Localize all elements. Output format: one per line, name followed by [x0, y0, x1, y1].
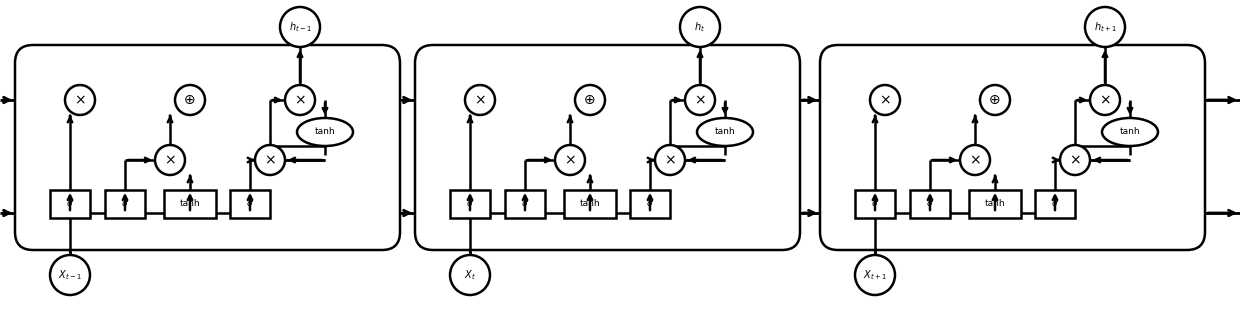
FancyBboxPatch shape	[15, 45, 401, 250]
Text: $\sigma$: $\sigma$	[870, 199, 879, 208]
Circle shape	[680, 7, 720, 47]
Circle shape	[50, 255, 91, 295]
Text: $\sigma$: $\sigma$	[246, 199, 254, 208]
FancyBboxPatch shape	[630, 190, 670, 218]
Text: ×: ×	[665, 153, 676, 167]
Circle shape	[280, 7, 320, 47]
Text: $\sigma$: $\sigma$	[122, 199, 129, 208]
FancyBboxPatch shape	[968, 190, 1021, 218]
Text: tanh: tanh	[180, 199, 201, 208]
Ellipse shape	[697, 118, 753, 146]
Text: ×: ×	[294, 93, 306, 107]
Ellipse shape	[1102, 118, 1158, 146]
Text: ⊕: ⊕	[185, 93, 196, 107]
FancyBboxPatch shape	[415, 45, 800, 250]
Circle shape	[285, 85, 315, 115]
Circle shape	[175, 85, 205, 115]
FancyBboxPatch shape	[450, 190, 490, 218]
Text: ×: ×	[164, 153, 176, 167]
Ellipse shape	[298, 118, 353, 146]
Text: tanh: tanh	[315, 127, 335, 136]
Text: $X_{t+1}$: $X_{t+1}$	[863, 268, 887, 282]
Circle shape	[960, 145, 990, 175]
FancyBboxPatch shape	[910, 190, 950, 218]
Circle shape	[1085, 7, 1125, 47]
Circle shape	[64, 85, 95, 115]
FancyBboxPatch shape	[229, 190, 270, 218]
Text: ×: ×	[74, 93, 86, 107]
Text: ×: ×	[264, 153, 275, 167]
Text: tanh: tanh	[714, 127, 735, 136]
Circle shape	[575, 85, 605, 115]
Text: $h_t$: $h_t$	[694, 20, 706, 34]
Text: ×: ×	[1069, 153, 1081, 167]
Text: ⊕: ⊕	[990, 93, 1001, 107]
Circle shape	[1090, 85, 1120, 115]
Text: $\sigma$: $\sigma$	[646, 199, 653, 208]
Text: ×: ×	[970, 153, 981, 167]
Text: $\sigma$: $\sigma$	[521, 199, 529, 208]
FancyBboxPatch shape	[505, 190, 546, 218]
Circle shape	[856, 255, 895, 295]
Circle shape	[655, 145, 684, 175]
Text: ×: ×	[1099, 93, 1111, 107]
FancyBboxPatch shape	[164, 190, 216, 218]
Text: $h_{t-1}$: $h_{t-1}$	[289, 20, 311, 34]
Circle shape	[980, 85, 1011, 115]
FancyBboxPatch shape	[1035, 190, 1075, 218]
Text: ×: ×	[474, 93, 486, 107]
Circle shape	[450, 255, 490, 295]
Text: $h_{t+1}$: $h_{t+1}$	[1094, 20, 1116, 34]
Text: $\sigma$: $\sigma$	[926, 199, 934, 208]
FancyBboxPatch shape	[105, 190, 145, 218]
Text: $X_{t-1}$: $X_{t-1}$	[58, 268, 82, 282]
Circle shape	[556, 145, 585, 175]
Text: $\sigma$: $\sigma$	[66, 199, 74, 208]
Text: tanh: tanh	[579, 199, 600, 208]
Circle shape	[1060, 145, 1090, 175]
Text: tanh: tanh	[985, 199, 1006, 208]
Text: ×: ×	[694, 93, 706, 107]
Circle shape	[684, 85, 715, 115]
FancyBboxPatch shape	[820, 45, 1205, 250]
Text: ×: ×	[564, 153, 575, 167]
Circle shape	[870, 85, 900, 115]
Text: $\sigma$: $\sigma$	[1052, 199, 1059, 208]
Circle shape	[465, 85, 495, 115]
Circle shape	[255, 145, 285, 175]
Text: ×: ×	[879, 93, 890, 107]
FancyBboxPatch shape	[564, 190, 616, 218]
Text: $\sigma$: $\sigma$	[466, 199, 474, 208]
Circle shape	[155, 145, 185, 175]
Text: tanh: tanh	[1120, 127, 1141, 136]
FancyBboxPatch shape	[50, 190, 91, 218]
Text: $X_t$: $X_t$	[464, 268, 476, 282]
Text: ⊕: ⊕	[584, 93, 595, 107]
FancyBboxPatch shape	[856, 190, 895, 218]
